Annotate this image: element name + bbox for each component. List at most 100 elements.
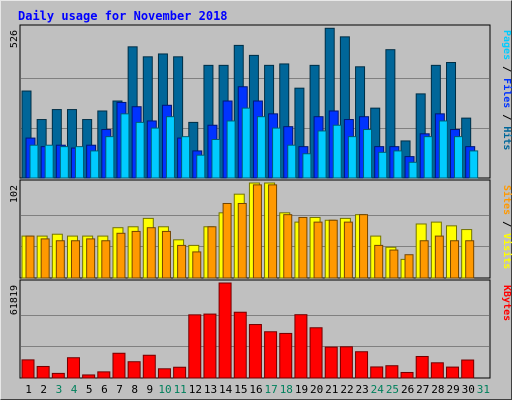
right-legend: KBytes xyxy=(501,285,512,321)
bar xyxy=(359,214,369,279)
x-tick-label: 8 xyxy=(131,383,138,396)
bar xyxy=(25,235,35,279)
bar xyxy=(283,214,293,279)
bar xyxy=(131,230,141,279)
x-tick-label: 4 xyxy=(71,383,78,396)
chart-panels: 526 Pages / Files / Hits 102 Sites / Visits… xyxy=(9,24,512,379)
bar xyxy=(385,365,399,379)
series-pages xyxy=(29,107,479,179)
bar xyxy=(135,121,145,179)
bar xyxy=(309,327,323,379)
bar xyxy=(241,107,251,179)
legend-separator: / xyxy=(501,60,512,78)
chart-title: Daily usage for November 2018 xyxy=(18,9,228,23)
x-tick-label: 21 xyxy=(325,383,338,396)
bar xyxy=(328,219,338,279)
bar xyxy=(226,120,236,179)
bar xyxy=(90,150,100,179)
x-tick-label: 13 xyxy=(204,383,217,396)
bar xyxy=(400,371,414,379)
y-max-label: 526 xyxy=(9,30,20,48)
x-tick-label: 2 xyxy=(40,383,47,396)
x-tick-label: 22 xyxy=(340,383,353,396)
bar xyxy=(101,240,111,279)
bar xyxy=(116,232,126,279)
panel-hits-files-pages: 526 Pages / Files / Hits xyxy=(9,24,512,179)
legend-separator: / xyxy=(501,215,512,233)
bar xyxy=(112,352,126,379)
x-tick-label: 15 xyxy=(234,383,247,396)
bar xyxy=(389,249,399,279)
bar xyxy=(302,153,312,179)
x-tick-label: 11 xyxy=(174,383,187,396)
bar xyxy=(211,139,221,179)
bar xyxy=(29,144,39,179)
x-tick-label: 6 xyxy=(101,383,108,396)
legend-sites: Sites xyxy=(501,185,512,215)
x-tick-label: 14 xyxy=(219,383,233,396)
x-tick-label: 17 xyxy=(265,383,278,396)
legend-files: Files xyxy=(501,78,512,108)
bar xyxy=(454,136,464,179)
bar xyxy=(256,116,266,179)
bar xyxy=(339,346,353,379)
x-tick-label: 25 xyxy=(386,383,399,396)
bar xyxy=(465,240,475,279)
legend-visits: Visits xyxy=(501,233,512,269)
x-tick-label: 20 xyxy=(310,383,323,396)
bar xyxy=(450,240,460,279)
bar xyxy=(177,244,187,279)
bar xyxy=(378,151,388,179)
bar xyxy=(207,226,217,279)
bar xyxy=(233,311,247,379)
bar xyxy=(127,361,141,379)
bar xyxy=(44,144,54,179)
bar xyxy=(150,127,160,179)
bar xyxy=(343,221,353,279)
x-tick-label: 26 xyxy=(401,383,414,396)
bar xyxy=(237,202,247,279)
x-tick-label: 27 xyxy=(416,383,429,396)
bar xyxy=(287,144,297,179)
legend-separator: / xyxy=(501,108,512,126)
bar xyxy=(66,357,80,379)
right-legend: Sites / Visits xyxy=(501,185,512,269)
bar xyxy=(222,202,232,279)
x-tick-label: 23 xyxy=(356,383,369,396)
bar xyxy=(120,113,130,179)
bar xyxy=(332,124,342,179)
bar xyxy=(363,129,373,179)
bar xyxy=(298,216,308,279)
bar xyxy=(374,244,384,279)
bar xyxy=(347,136,357,179)
bar xyxy=(55,240,65,279)
x-tick-label: 10 xyxy=(158,383,171,396)
x-tick-label: 1 xyxy=(25,383,32,396)
bar xyxy=(203,313,217,379)
bar xyxy=(188,314,202,379)
series-kbytes xyxy=(21,282,475,379)
bar xyxy=(86,238,96,279)
x-tick-label: 9 xyxy=(147,383,154,396)
bar xyxy=(264,331,278,379)
bar xyxy=(355,351,369,379)
bar xyxy=(461,359,475,379)
bar xyxy=(97,371,111,379)
bar xyxy=(146,227,156,279)
series-sites xyxy=(25,184,475,279)
x-tick-label: 24 xyxy=(371,383,385,396)
bar xyxy=(272,127,282,179)
bar xyxy=(181,136,191,179)
y-max-label: 102 xyxy=(9,185,20,203)
bar xyxy=(393,150,403,179)
x-tick-label: 16 xyxy=(249,383,262,396)
bar xyxy=(434,235,444,279)
x-tick-label: 5 xyxy=(86,383,93,396)
bar xyxy=(157,368,171,379)
x-tick-label: 7 xyxy=(116,383,123,396)
bar xyxy=(370,366,384,379)
x-tick-label: 31 xyxy=(477,383,490,396)
bar xyxy=(324,346,338,379)
bar xyxy=(317,130,327,179)
x-tick-label: 28 xyxy=(431,383,444,396)
